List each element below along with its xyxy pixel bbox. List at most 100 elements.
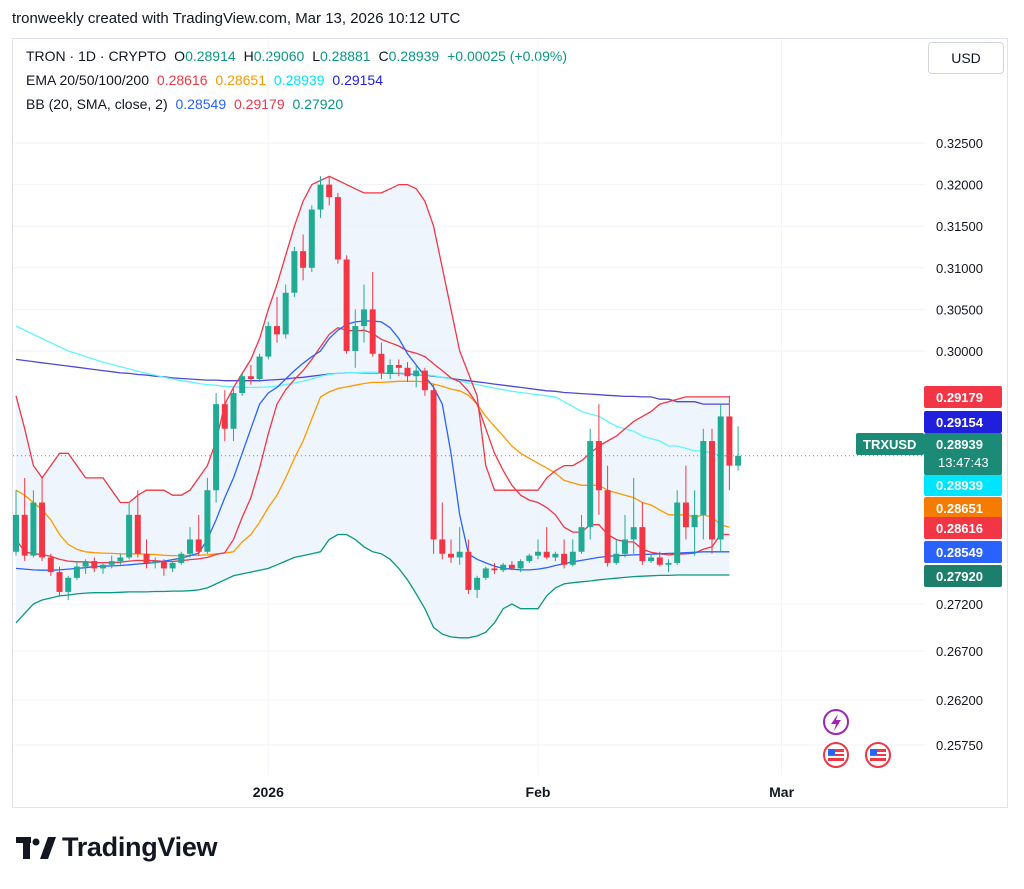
axis-price-badge-label: 0.28549 xyxy=(936,545,983,560)
candle-up xyxy=(117,557,124,562)
chart-frame xyxy=(12,38,1008,808)
candle-down xyxy=(430,390,437,540)
high-label: H xyxy=(243,48,254,64)
candle-down xyxy=(465,551,472,590)
candle-down xyxy=(404,367,411,377)
legend-ema-row[interactable]: EMA 20/50/100/200 0.28616 0.28651 0.2893… xyxy=(26,72,387,88)
candle-down xyxy=(334,197,341,260)
axis-price-badge xyxy=(924,411,1002,433)
candle-up xyxy=(665,562,672,565)
candle-up xyxy=(239,376,246,394)
candle-down xyxy=(543,551,550,558)
candle-up xyxy=(552,553,559,558)
candle-down xyxy=(709,441,715,540)
bb-lower-value: 0.27920 xyxy=(292,96,344,112)
candle-up xyxy=(256,356,263,380)
axis-price-badge-label: 0.28939 xyxy=(936,478,983,493)
axis-price-badge xyxy=(924,541,1002,563)
candle-down xyxy=(21,514,28,556)
candle-up xyxy=(187,539,193,554)
bb-upper-value: 0.29179 xyxy=(234,96,285,112)
ema20-value: 0.28616 xyxy=(156,72,208,88)
ema100-value: 0.28939 xyxy=(273,72,325,88)
candle-down xyxy=(439,539,446,554)
candle-down xyxy=(56,572,63,592)
x-tick-label: 2026 xyxy=(253,784,284,800)
candle-up xyxy=(361,309,367,327)
candle-down xyxy=(639,527,646,562)
candle-down xyxy=(595,441,602,491)
axis-price-badge-label: 0.29179 xyxy=(936,390,983,405)
candle-up xyxy=(474,577,481,590)
bb-lower-line xyxy=(15,533,730,639)
candle-down xyxy=(561,553,568,565)
y-tick-label: 0.31000 xyxy=(936,261,983,276)
y-tick-label: 0.26200 xyxy=(936,693,983,708)
y-tick-label: 0.32000 xyxy=(936,178,983,193)
symbol-label[interactable]: TRON · 1D · CRYPTO xyxy=(26,48,167,64)
flag-canton xyxy=(828,749,835,755)
candle-up xyxy=(352,326,359,351)
candle-down xyxy=(421,370,428,391)
axis-price-badge-label: 0.28651 xyxy=(936,501,983,516)
axis-price-badge xyxy=(924,565,1002,587)
candle-up xyxy=(691,514,698,528)
ema50-value: 0.28651 xyxy=(215,72,266,88)
candle-down xyxy=(326,184,333,198)
chart-header: tronweekly created with TradingView.com,… xyxy=(12,10,461,27)
candle-up xyxy=(700,441,707,515)
candle-up xyxy=(517,561,524,569)
y-tick-label: 0.30000 xyxy=(936,344,983,359)
low-label: L xyxy=(312,48,320,64)
candle-up xyxy=(569,551,576,565)
candle-up xyxy=(13,514,19,552)
axis-price-badge-label: 0.29154 xyxy=(936,415,984,430)
axis-price-badge xyxy=(924,497,1002,519)
candle-up xyxy=(126,514,133,558)
tradingview-logo: TradingView xyxy=(16,832,218,863)
axis-price-badge-label: 0.27920 xyxy=(936,569,983,584)
close-label: C xyxy=(378,48,389,64)
high-value: 0.29060 xyxy=(253,48,305,64)
axis-price-badge xyxy=(924,386,1002,408)
candle-down xyxy=(274,326,280,335)
currency-button[interactable]: USD xyxy=(928,42,1004,74)
flag-stripe-white xyxy=(870,752,886,754)
current-price-badge xyxy=(924,433,1002,475)
ema-label: EMA 20/50/100/200 xyxy=(26,72,149,88)
candle-down xyxy=(491,568,498,571)
low-value: 0.28881 xyxy=(319,48,371,64)
candle-down xyxy=(300,251,307,268)
candle-up xyxy=(178,553,185,563)
x-tick-label: Feb xyxy=(526,784,551,800)
candle-down xyxy=(160,561,167,569)
candle-down xyxy=(682,502,689,528)
candle-up xyxy=(230,393,237,429)
candle-down xyxy=(604,490,611,563)
candle-up xyxy=(100,564,106,569)
candle-up xyxy=(204,490,211,552)
candle-up xyxy=(613,553,620,563)
candle-up xyxy=(152,561,159,563)
candle-up xyxy=(735,455,742,466)
change-value: +0.00025 (+0.09%) xyxy=(447,48,567,64)
candle-up xyxy=(535,551,541,556)
candle-up xyxy=(108,561,115,565)
candle-down xyxy=(508,564,515,569)
candle-up xyxy=(213,404,220,491)
bollinger-band-fill xyxy=(16,176,730,638)
candle-up xyxy=(30,502,37,556)
candle-down xyxy=(39,502,46,558)
ema200-value: 0.29154 xyxy=(332,72,383,88)
lightning-glyph xyxy=(831,714,841,731)
legend-bb-row[interactable]: BB (20, SMA, close, 2) 0.28549 0.29179 0… xyxy=(26,96,347,112)
candle-up xyxy=(622,539,628,554)
candle-up xyxy=(674,502,681,563)
candle-up xyxy=(169,562,176,569)
y-tick-label: 0.25750 xyxy=(936,738,983,753)
candle-down xyxy=(369,309,376,354)
candle-down xyxy=(195,539,202,552)
axis-price-badge xyxy=(924,517,1002,539)
candle-up xyxy=(65,577,72,592)
